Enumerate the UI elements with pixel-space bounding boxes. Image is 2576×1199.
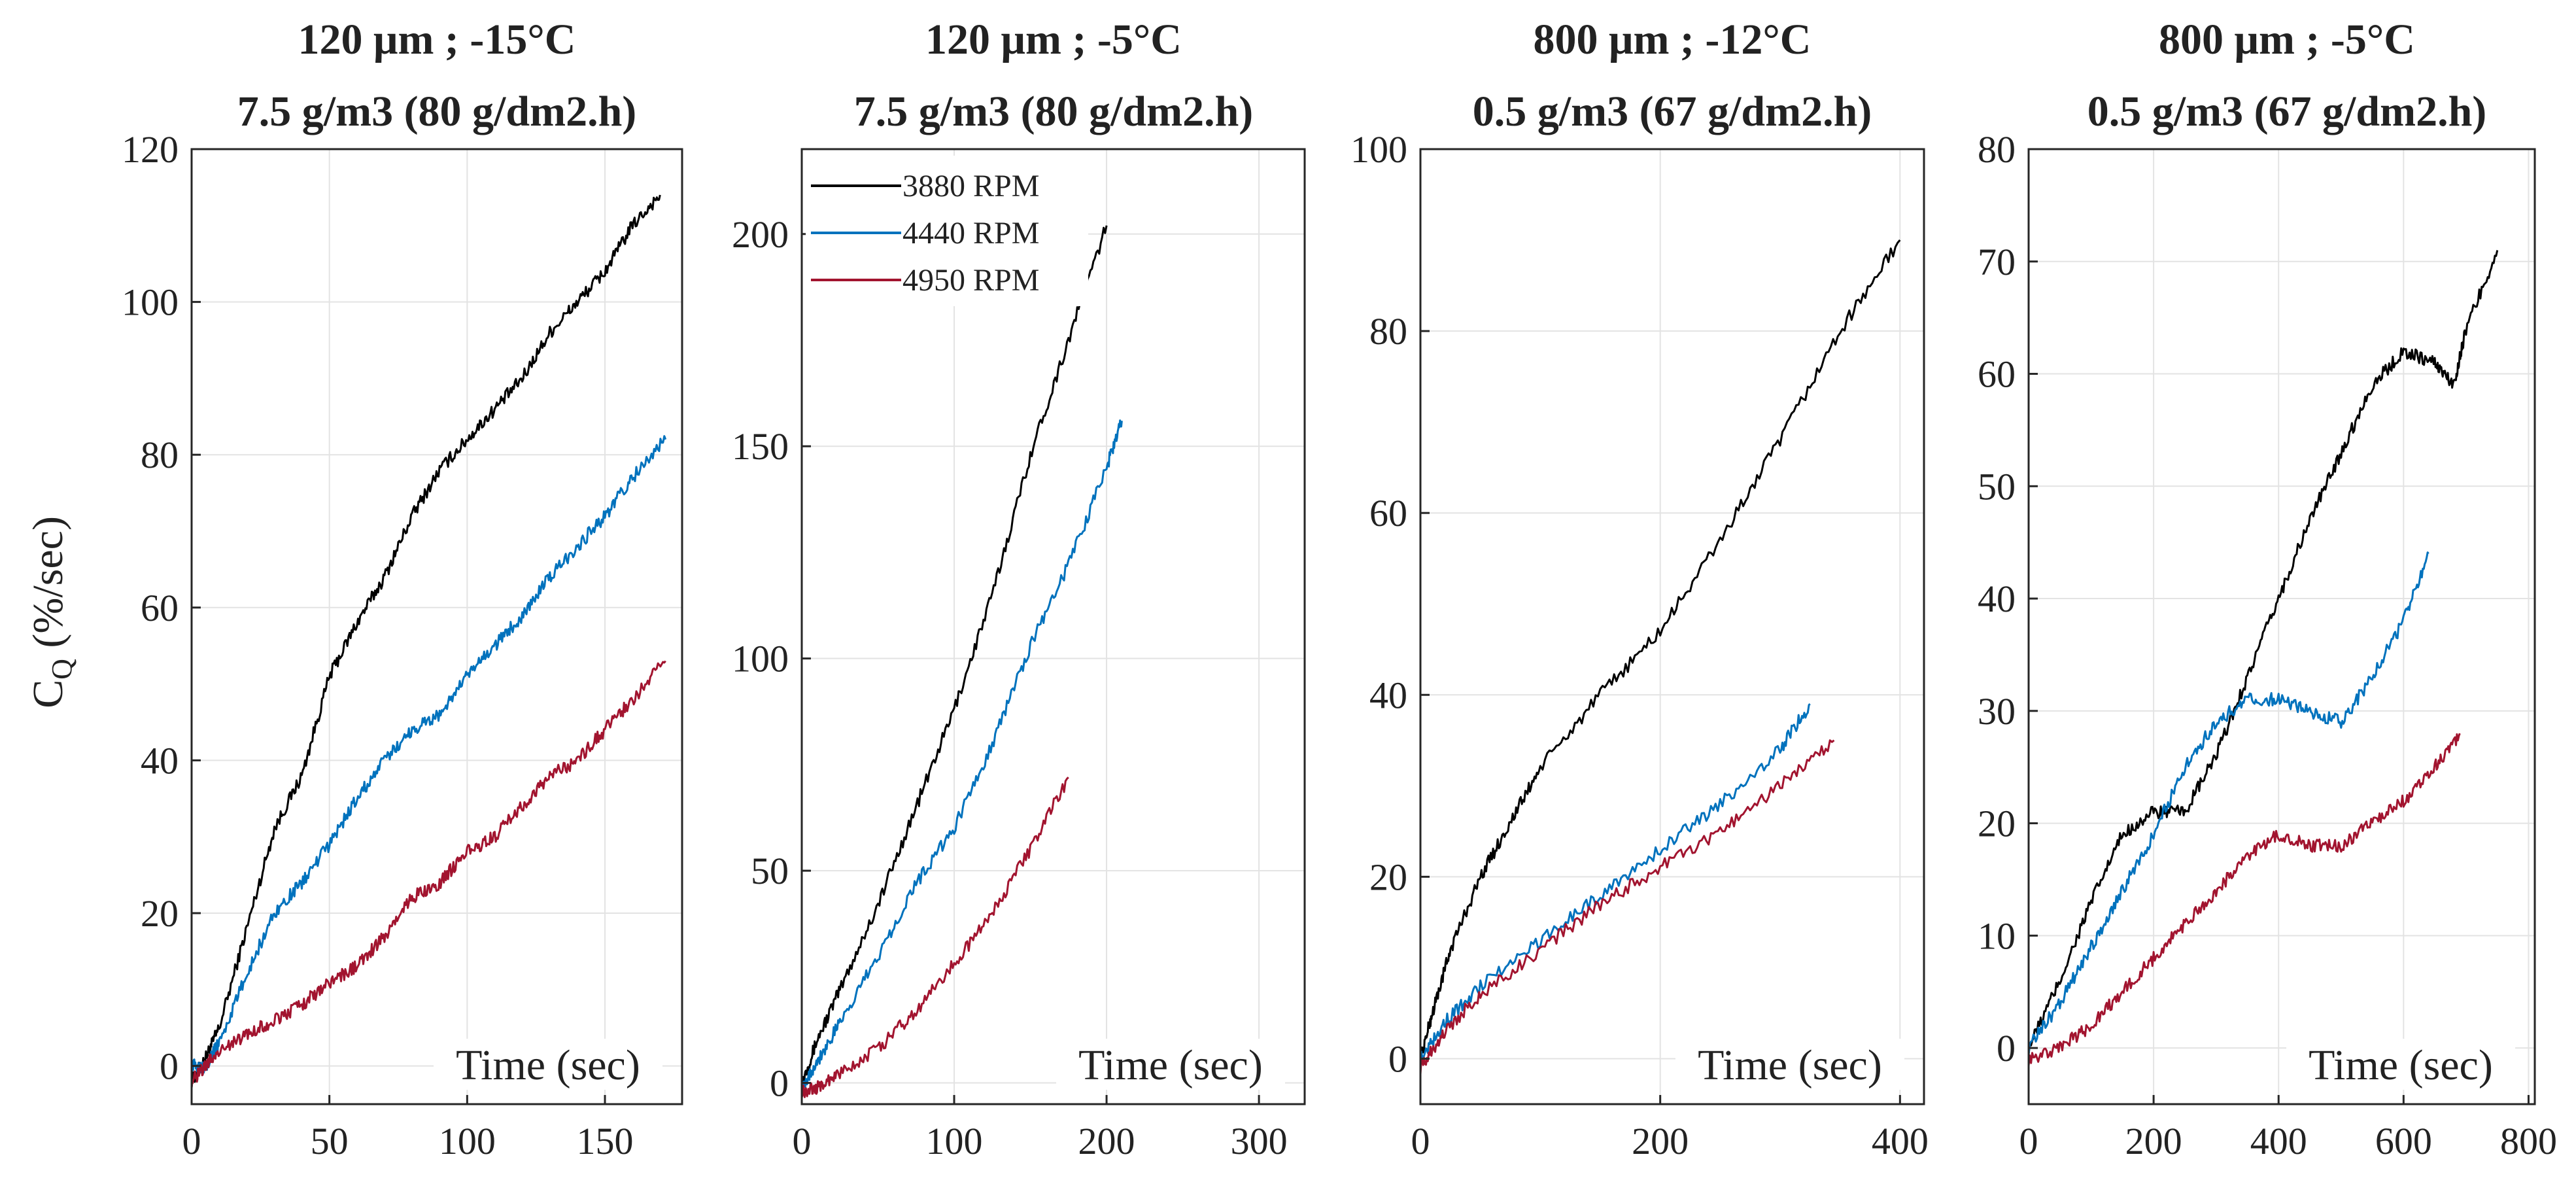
panel-4-xtick-3: 600 [2375,1120,2432,1162]
panel-1-title-line1: 120 μm ; -15°C [298,16,576,63]
panel-2-ytick-0: 0 [770,1062,789,1105]
panel-1-xtick-0: 0 [182,1120,201,1162]
panel-4-ytick-2: 20 [1978,803,2016,845]
panel-1-ytick-2: 40 [141,739,179,782]
panel-2-ytick-2: 100 [732,638,789,680]
panel-2: 120 μm ; -5°C 7.5 g/m3 (80 g/dm2.h) 0 100… [732,16,1306,1162]
panel-2-plot: 0 100 200 300 0 50 100 150 200 Time (sec) [732,148,1306,1162]
panel-3-title-line2: 0.5 g/m3 (67 g/dm2.h) [1473,88,1872,135]
panel-3-title-line1: 800 μm ; -12°C [1534,16,1812,63]
panel-3-ytick-1: 20 [1369,856,1407,898]
panel-4-series-2 [2027,551,2430,1055]
panel-4-xtick-0: 0 [2019,1120,2038,1162]
panel-2-series-3 [800,776,1069,1098]
panel-2-series-2 [800,419,1123,1094]
legend: 3880 RPM 4440 RPM 4950 RPM [806,156,1088,306]
panel-4-ytick-4: 40 [1978,578,2016,620]
panel-4-title-line1: 800 μm ; -5°C [2159,16,2415,63]
panel-4-ytick-5: 50 [1978,465,2016,508]
panel-1-ytick-3: 60 [141,587,179,629]
panel-2-axes-box [800,148,1306,1105]
panel-3-xtick-1: 200 [1632,1120,1689,1162]
panel-2-xtick-1: 100 [926,1120,983,1162]
panel-1-ytick-6: 120 [122,128,179,171]
panel-3-xtick-2: 400 [1872,1120,1929,1162]
panel-3-ytick-0: 0 [1388,1037,1407,1080]
panel-4-axes-box [2027,148,2536,1105]
panel-4-ytick-3: 30 [1978,690,2016,733]
panel-4-series-1 [2027,250,2499,1055]
panel-3-xtick-0: 0 [1411,1120,1430,1162]
panel-1-x-axis-label: Time (sec) [456,1041,640,1089]
panel-2-xtick-2: 200 [1078,1120,1135,1162]
panel-4-ytick-7: 70 [1978,241,2016,283]
panel-4-xtick-2: 400 [2250,1120,2307,1162]
panel-1: 120 μm ; -15°C 7.5 g/m3 (80 g/dm2.h) 0 50… [122,16,683,1162]
panel-1-series-2 [190,435,667,1074]
panel-3-series-3 [1419,739,1835,1075]
panel-1-xtick-1: 50 [311,1120,349,1162]
panel-4-ytick-6: 60 [1978,353,2016,396]
panel-2-ytick-4: 200 [732,213,789,256]
panel-3-ytick-3: 60 [1369,492,1407,534]
panel-1-ytick-5: 100 [122,281,179,324]
panel-3-axes-box [1419,148,1925,1105]
y-axis-label-sub: Q [46,659,78,680]
panel-4-title-line2: 0.5 g/m3 (67 g/dm2.h) [2087,88,2487,135]
panel-4-series-3 [2027,733,2461,1066]
panel-2-ytick-1: 50 [751,850,789,892]
panel-4-x-axis-label: Time (sec) [2309,1041,2493,1089]
legend-label-3: 4950 RPM [902,263,1039,298]
panel-1-series-1 [190,194,661,1088]
legend-label-2: 4440 RPM [902,216,1039,251]
panel-4-xtick-1: 200 [2125,1120,2182,1162]
panel-4-plot: 0 200 400 600 800 0 10 20 30 40 50 60 70 80 Time (sec) [1978,128,2557,1162]
panel-1-ytick-1: 20 [141,892,179,935]
panel-2-xtick-3: 300 [1231,1120,1288,1162]
panel-3-x-axis-label: Time (sec) [1698,1041,1882,1089]
y-axis-label-unit: (%/sec) [24,516,72,659]
panel-3-series-1 [1419,239,1901,1066]
panel-1-xtick-2: 100 [439,1120,496,1162]
panel-2-xtick-0: 0 [793,1120,812,1162]
panel-3-xlabel-bg [1675,1039,1904,1090]
panel-3-ytick-5: 100 [1350,128,1407,171]
panel-4: 800 μm ; -5°C 0.5 g/m3 (67 g/dm2.h) 0 200… [1978,16,2557,1162]
panel-3: 800 μm ; -12°C 0.5 g/m3 (67 g/dm2.h) 0 20… [1350,16,1929,1162]
panel-1-xlabel-bg [434,1039,662,1090]
y-axis-label: CQ (%/sec) [24,516,78,708]
panel-3-ytick-2: 40 [1369,674,1407,716]
panel-2-title-line2: 7.5 g/m3 (80 g/dm2.h) [854,88,1254,135]
panel-1-ytick-4: 80 [141,434,179,476]
panel-1-ytick-0: 0 [160,1045,179,1088]
panel-1-plot: 0 50 100 150 0 20 40 60 80 100 120 Time (sec) [122,128,683,1162]
panel-1-axes-box [190,148,683,1105]
panel-3-ytick-4: 80 [1369,310,1407,353]
panel-4-xlabel-bg [2286,1039,2515,1090]
panel-3-series-2 [1419,703,1811,1066]
panel-2-xlabel-bg [1056,1039,1285,1090]
legend-label-1: 3880 RPM [902,169,1039,203]
panel-2-series-1 [800,225,1108,1090]
panel-2-x-axis-label: Time (sec) [1078,1041,1263,1089]
panel-4-ytick-8: 80 [1978,128,2016,171]
panel-3-plot: 0 200 400 0 20 40 60 80 100 Time (sec) [1350,128,1929,1162]
panel-4-ytick-0: 0 [1997,1027,2016,1069]
panel-1-xtick-3: 150 [577,1120,634,1162]
panel-1-title-line2: 7.5 g/m3 (80 g/dm2.h) [237,88,637,135]
panel-2-ytick-3: 150 [732,425,789,468]
y-axis-label-main: C [24,680,72,708]
panel-1-series-3 [190,660,666,1088]
panel-4-xtick-4: 800 [2500,1120,2557,1162]
panel-2-title-line1: 120 μm ; -5°C [925,16,1182,63]
panel-4-ytick-1: 10 [1978,914,2016,957]
